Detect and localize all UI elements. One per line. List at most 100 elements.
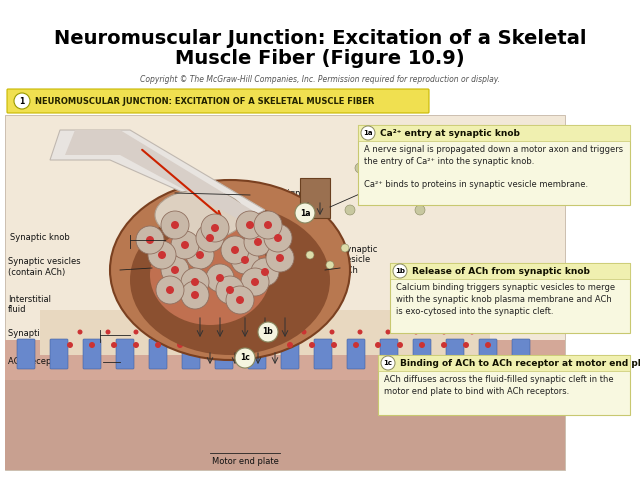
Circle shape [181, 281, 209, 309]
Text: Synaptic
vesicle
ACh: Synaptic vesicle ACh [342, 245, 378, 275]
Circle shape [211, 224, 219, 232]
Circle shape [136, 226, 164, 254]
Text: fluid: fluid [8, 305, 26, 314]
Circle shape [251, 258, 279, 286]
Circle shape [397, 342, 403, 348]
Text: — Ca²⁺: — Ca²⁺ [445, 195, 475, 204]
Text: Synaptic knob: Synaptic knob [10, 233, 70, 242]
Circle shape [254, 238, 262, 246]
Circle shape [246, 221, 254, 229]
Circle shape [463, 342, 469, 348]
Circle shape [156, 276, 184, 304]
Text: 1: 1 [19, 96, 24, 106]
Circle shape [301, 329, 307, 335]
Text: Ca²⁺ entry at synaptic knob: Ca²⁺ entry at synaptic knob [380, 129, 520, 137]
Circle shape [365, 190, 375, 200]
FancyBboxPatch shape [116, 339, 134, 369]
Text: Synaptic cleft: Synaptic cleft [8, 328, 65, 337]
Circle shape [295, 203, 315, 223]
Text: NEUROMUSCULAR JUNCTION: EXCITATION OF A SKELETAL MUSCLE FIBER: NEUROMUSCULAR JUNCTION: EXCITATION OF A … [35, 96, 374, 106]
Circle shape [196, 224, 224, 252]
Text: Muscle Fiber (Figure 10.9): Muscle Fiber (Figure 10.9) [175, 48, 465, 68]
Circle shape [441, 342, 447, 348]
Ellipse shape [155, 190, 245, 240]
FancyBboxPatch shape [446, 339, 464, 369]
Text: Interstitial: Interstitial [8, 296, 51, 304]
FancyBboxPatch shape [215, 339, 233, 369]
Circle shape [395, 195, 405, 205]
Circle shape [226, 286, 234, 294]
FancyBboxPatch shape [378, 355, 630, 371]
Circle shape [218, 329, 223, 335]
Circle shape [241, 256, 249, 264]
Text: 1b: 1b [262, 327, 273, 336]
Circle shape [276, 254, 284, 262]
Circle shape [358, 329, 362, 335]
Circle shape [134, 329, 138, 335]
Circle shape [177, 342, 183, 348]
Circle shape [14, 93, 30, 109]
Circle shape [341, 244, 349, 252]
Circle shape [216, 276, 244, 304]
Circle shape [413, 329, 419, 335]
Circle shape [326, 261, 334, 269]
Text: Motor end plate: Motor end plate [212, 457, 278, 467]
Circle shape [470, 329, 474, 335]
Circle shape [287, 342, 293, 348]
Circle shape [199, 342, 205, 348]
Circle shape [196, 251, 204, 259]
Ellipse shape [110, 180, 350, 360]
Text: Neuromuscular Junction: Excitation of a Skeletal: Neuromuscular Junction: Excitation of a … [54, 28, 586, 48]
Circle shape [166, 286, 174, 294]
Circle shape [235, 348, 255, 368]
FancyBboxPatch shape [83, 339, 101, 369]
Circle shape [455, 163, 465, 173]
FancyBboxPatch shape [40, 310, 490, 355]
Circle shape [161, 329, 166, 335]
Circle shape [264, 221, 272, 229]
Text: Nerve signal: Nerve signal [255, 189, 308, 197]
Text: Ca²⁺: Ca²⁺ [312, 251, 331, 260]
Circle shape [264, 224, 292, 252]
Text: ACh diffuses across the fluid-filled synaptic cleft in the
motor end plate to bi: ACh diffuses across the fluid-filled syn… [384, 375, 614, 396]
Circle shape [171, 231, 199, 259]
Circle shape [191, 278, 199, 286]
Circle shape [265, 342, 271, 348]
Circle shape [273, 329, 278, 335]
FancyBboxPatch shape [358, 125, 630, 205]
Circle shape [221, 236, 249, 264]
Text: ACh: ACh [295, 340, 312, 349]
Circle shape [216, 274, 224, 282]
Ellipse shape [130, 205, 330, 355]
Circle shape [440, 180, 450, 190]
Circle shape [236, 211, 264, 239]
Polygon shape [50, 130, 265, 220]
Circle shape [161, 256, 189, 284]
Circle shape [206, 234, 214, 242]
Circle shape [106, 329, 111, 335]
Circle shape [236, 296, 244, 304]
FancyBboxPatch shape [182, 339, 200, 369]
FancyBboxPatch shape [248, 339, 266, 369]
Circle shape [330, 329, 335, 335]
FancyBboxPatch shape [413, 339, 431, 369]
FancyBboxPatch shape [5, 340, 565, 380]
Circle shape [221, 342, 227, 348]
Text: Release of ACh from synaptic knob: Release of ACh from synaptic knob [412, 266, 590, 276]
Circle shape [345, 205, 355, 215]
Circle shape [148, 241, 176, 269]
Circle shape [243, 342, 249, 348]
Circle shape [206, 264, 234, 292]
Text: Synaptic vesicles: Synaptic vesicles [8, 257, 81, 266]
FancyBboxPatch shape [390, 263, 630, 279]
Circle shape [89, 342, 95, 348]
Circle shape [309, 342, 315, 348]
Circle shape [425, 170, 435, 180]
Circle shape [258, 322, 278, 342]
FancyBboxPatch shape [5, 370, 565, 470]
Circle shape [77, 329, 83, 335]
FancyBboxPatch shape [380, 339, 398, 369]
Circle shape [254, 211, 282, 239]
Circle shape [181, 268, 209, 296]
Circle shape [375, 342, 381, 348]
